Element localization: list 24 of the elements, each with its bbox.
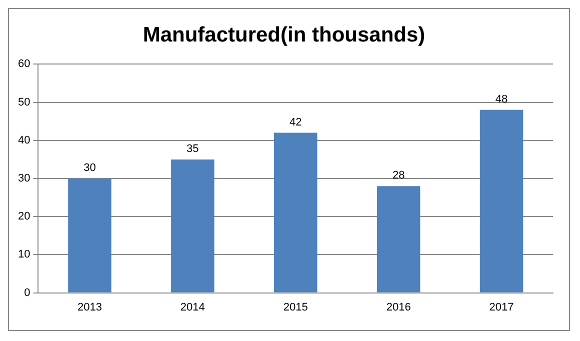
- data-label: 30: [84, 162, 96, 174]
- chart-title: Manufactured(in thousands): [142, 23, 426, 46]
- bar: [68, 178, 112, 292]
- y-tick-label: 0: [24, 286, 30, 299]
- y-tick-label: 10: [18, 248, 30, 261]
- data-label: 28: [392, 170, 405, 182]
- y-tick-label: 50: [18, 96, 30, 108]
- x-tick-label: 2014: [180, 301, 205, 314]
- data-label: 42: [289, 116, 302, 128]
- bar: [376, 186, 420, 292]
- data-label: 35: [186, 142, 199, 155]
- y-tick-label: 30: [18, 172, 30, 185]
- y-tick-label: 20: [18, 210, 30, 223]
- bar: [171, 159, 214, 292]
- x-tick-label: 2016: [386, 301, 411, 314]
- x-tick-label: 2013: [77, 301, 102, 314]
- x-tick-label: 2017: [489, 301, 514, 314]
- bar: [274, 132, 318, 292]
- frame-outline: Manufactured(in thousands) 2013 2014 2015 2016 2017 0 10 20 30 40 50 60 30 35 42 28 48: [8, 8, 570, 331]
- data-label: 48: [495, 93, 508, 106]
- y-tick-label: 60: [18, 58, 30, 70]
- y-tick-label: 40: [18, 134, 30, 146]
- bar: [480, 110, 524, 292]
- x-tick-label: 2015: [283, 301, 308, 314]
